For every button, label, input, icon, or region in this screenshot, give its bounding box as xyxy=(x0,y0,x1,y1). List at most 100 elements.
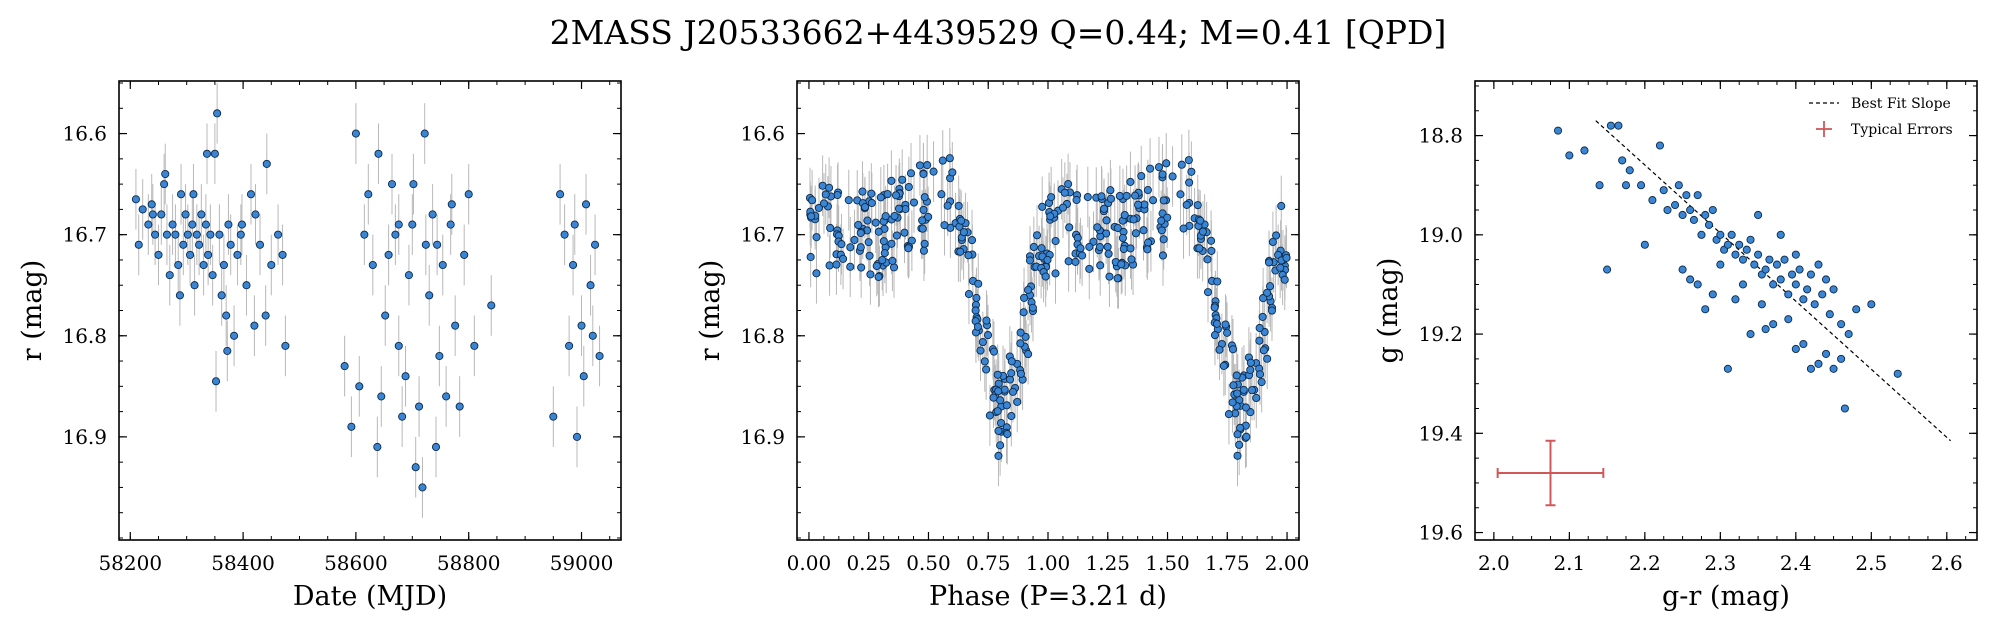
data-point xyxy=(1064,257,1073,266)
data-point xyxy=(865,251,874,260)
data-point xyxy=(1089,237,1098,246)
x-tick-label: 1.00 xyxy=(1026,551,1071,575)
data-point xyxy=(446,220,455,229)
data-point xyxy=(945,154,954,163)
data-point xyxy=(888,256,897,265)
data-point xyxy=(1893,369,1902,378)
data-point xyxy=(579,372,588,381)
data-point xyxy=(1210,331,1220,340)
data-point xyxy=(1697,230,1706,239)
data-point xyxy=(418,483,427,492)
data-point xyxy=(1182,200,1191,209)
data-point xyxy=(1013,397,1022,406)
data-point xyxy=(973,322,982,331)
data-point xyxy=(581,200,591,209)
data-point xyxy=(1024,350,1033,359)
data-point xyxy=(872,261,881,271)
data-point xyxy=(1083,193,1092,202)
data-point xyxy=(1126,244,1135,253)
data-point xyxy=(1085,264,1094,273)
x-tick-label: 58200 xyxy=(98,551,162,575)
x-tick-label: 2.1 xyxy=(1553,551,1585,575)
data-point xyxy=(202,149,212,158)
data-point xyxy=(408,220,417,229)
data-point xyxy=(1693,280,1702,289)
data-point xyxy=(918,224,927,233)
data-point xyxy=(964,290,973,299)
data-point xyxy=(837,240,846,249)
data-point xyxy=(1727,230,1736,239)
data-point xyxy=(1154,163,1164,172)
data-point xyxy=(1674,181,1683,190)
data-point xyxy=(898,175,907,184)
data-point xyxy=(957,216,966,225)
x-tick-label: 1.50 xyxy=(1145,551,1190,575)
data-point xyxy=(1686,205,1695,215)
data-point xyxy=(174,260,183,270)
data-point xyxy=(1242,432,1251,441)
data-point xyxy=(915,161,924,170)
plot-area xyxy=(805,127,1291,487)
data-point xyxy=(1595,181,1604,190)
x-axis-label: Date (MJD) xyxy=(293,581,447,612)
data-point xyxy=(1102,216,1111,225)
data-point xyxy=(864,238,873,247)
data-point xyxy=(144,220,153,229)
data-point xyxy=(1113,274,1122,283)
data-point xyxy=(556,190,565,199)
data-point xyxy=(1007,411,1016,421)
data-point xyxy=(1158,170,1167,179)
data-point xyxy=(1185,178,1194,187)
data-point xyxy=(982,365,991,374)
data-point xyxy=(1143,245,1152,254)
data-point xyxy=(224,220,233,229)
data-point xyxy=(1618,156,1627,165)
data-point xyxy=(858,187,867,196)
data-point xyxy=(1120,210,1129,220)
data-point xyxy=(1196,216,1205,225)
y-tick-label: 18.8 xyxy=(1418,124,1463,148)
data-point xyxy=(1252,393,1261,403)
data-point xyxy=(1735,240,1744,249)
data-point xyxy=(1060,188,1069,197)
data-point xyxy=(588,331,597,340)
data-point xyxy=(1016,328,1025,337)
x-tick-label: 2.6 xyxy=(1931,551,1963,575)
data-point xyxy=(1016,339,1025,348)
data-point xyxy=(1799,295,1808,304)
data-point xyxy=(425,291,434,300)
data-point xyxy=(1704,220,1714,229)
y-axis-label: r (mag) xyxy=(695,260,726,362)
legend-label: Best Fit Slope xyxy=(1851,96,1951,112)
data-point xyxy=(595,351,604,361)
data-point xyxy=(1614,121,1623,130)
data-point xyxy=(411,463,420,472)
data-point xyxy=(188,220,197,229)
data-point xyxy=(956,247,965,256)
x-tick-label: 2.0 xyxy=(1478,551,1510,575)
y-tick-label: 16.9 xyxy=(740,425,785,449)
data-point xyxy=(1765,255,1774,264)
data-point xyxy=(1852,305,1861,314)
data-point xyxy=(1761,265,1770,274)
y-tick-label: 19.0 xyxy=(1418,223,1463,247)
data-point xyxy=(1041,272,1050,281)
data-point xyxy=(1007,357,1016,366)
data-point xyxy=(431,442,441,452)
data-point xyxy=(1232,371,1241,380)
data-point xyxy=(1146,164,1155,173)
x-tick-label: 58400 xyxy=(211,551,275,575)
data-point xyxy=(1750,260,1759,269)
data-point xyxy=(1100,204,1109,213)
data-point xyxy=(1625,166,1634,175)
data-point xyxy=(1701,210,1710,220)
data-point xyxy=(1829,364,1838,373)
data-point xyxy=(435,351,444,361)
y-tick-label: 16.8 xyxy=(740,324,785,348)
data-point xyxy=(1233,389,1242,398)
data-point xyxy=(409,180,418,189)
data-point xyxy=(1131,191,1140,200)
data-point xyxy=(1198,227,1207,236)
data-point xyxy=(451,321,460,330)
data-point xyxy=(1769,320,1778,329)
